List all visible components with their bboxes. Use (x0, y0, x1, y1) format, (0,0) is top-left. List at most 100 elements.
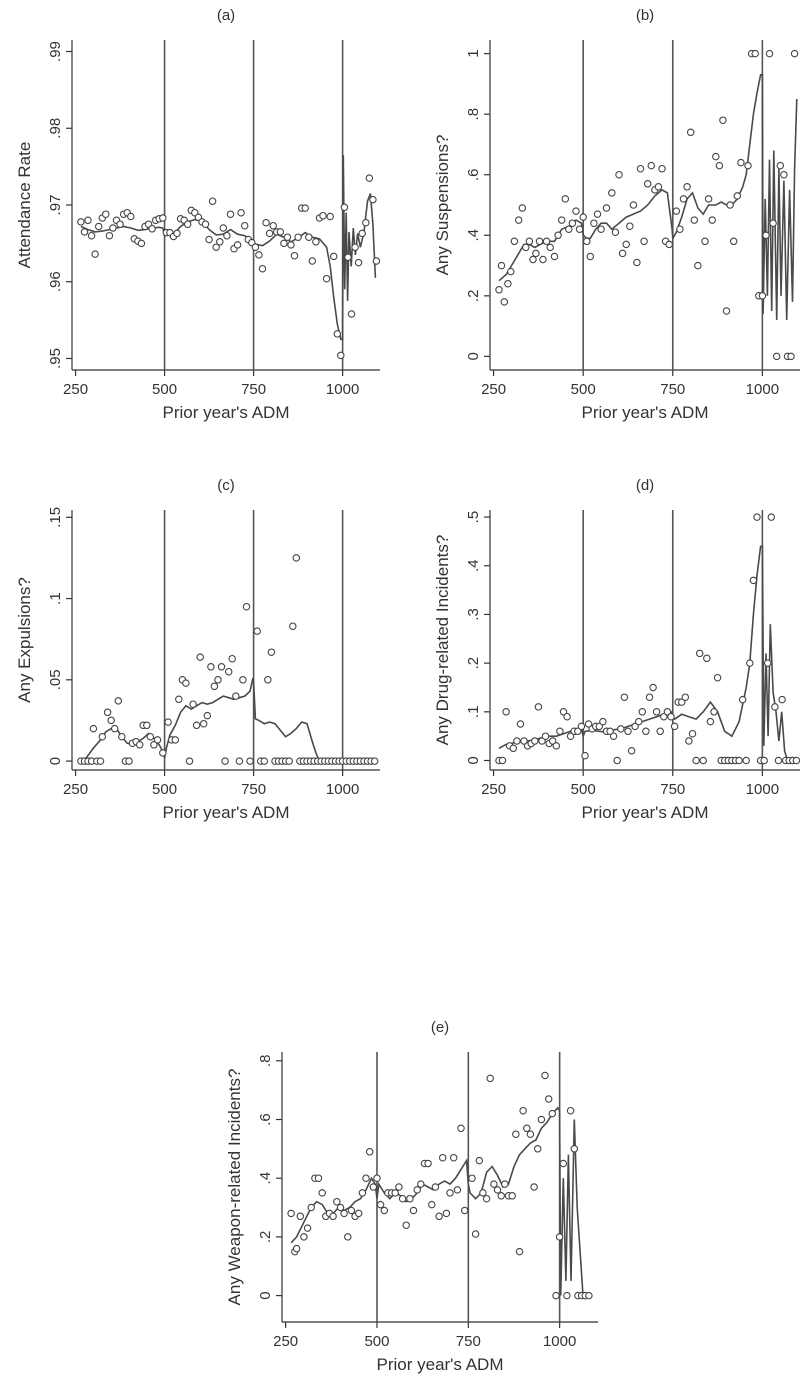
chart-panel-0: 250 500 750 1000 .95 .96 .97 .98 .99 (a) Prior yea… (15, 7, 381, 422)
data-point (226, 210, 235, 218)
data-point (196, 653, 204, 661)
data-point (767, 513, 776, 521)
data-point (688, 729, 697, 738)
data-point (354, 1209, 363, 1218)
data-point (738, 695, 747, 704)
data-point (460, 1206, 469, 1215)
data-point (409, 1206, 418, 1215)
data-point (581, 751, 589, 760)
data-point (125, 757, 133, 765)
data-point (617, 725, 625, 733)
data-point (778, 695, 786, 704)
data-point (638, 708, 647, 716)
x-tick-label: 750 (660, 381, 685, 398)
x-tick-label: 500 (571, 781, 596, 798)
x-tick-label: 750 (660, 781, 685, 798)
data-point (685, 737, 693, 745)
data-point (742, 756, 750, 765)
data-point (500, 298, 509, 306)
data-point (715, 161, 724, 170)
data-point (501, 1180, 509, 1188)
data-point (746, 659, 754, 667)
data-point (344, 253, 352, 261)
data-point (686, 128, 695, 137)
y-tick-label: .8 (257, 1055, 274, 1068)
fitted-line (498, 74, 798, 321)
data-point (599, 717, 607, 726)
data-point (103, 708, 112, 717)
data-point (525, 237, 534, 246)
data-point (207, 663, 215, 671)
fitted-line (80, 155, 377, 341)
data-point (597, 225, 605, 233)
chart-panel-1: 250 500 750 1000 0 .2 .4 .6 .8 1 (b) Prior year's A… (433, 7, 800, 422)
data-point (216, 238, 224, 246)
data-point (182, 679, 190, 687)
y-tick-label: 0 (47, 757, 64, 765)
data-point (531, 737, 539, 745)
data-point (354, 258, 363, 267)
data-point (615, 170, 623, 179)
data-point (457, 1124, 465, 1133)
data-point (333, 330, 342, 338)
y-tick-label: .2 (465, 657, 482, 670)
data-point (575, 225, 584, 233)
data-point (232, 692, 240, 700)
x-tick-label: 750 (456, 1333, 481, 1350)
data-point (290, 251, 299, 260)
data-point (692, 756, 700, 765)
chart-title: (d) (636, 477, 654, 494)
x-tick-label: 500 (152, 381, 177, 398)
x-tick-label: 500 (364, 1333, 389, 1350)
data-point (322, 274, 331, 283)
data-point (753, 513, 761, 521)
x-tick-label: 250 (481, 381, 506, 398)
y-tick-label: .1 (465, 706, 482, 719)
data-point (372, 257, 381, 265)
data-point (652, 708, 661, 716)
y-axis-label: Any Suspensions? (433, 135, 452, 276)
data-point (210, 682, 219, 691)
chart-title: (b) (636, 7, 654, 24)
data-point (497, 1192, 505, 1200)
data-point (253, 627, 261, 635)
data-point (150, 741, 158, 749)
data-point (344, 1233, 352, 1241)
data-point (114, 697, 123, 705)
data-point (276, 228, 285, 236)
data-point (760, 756, 768, 765)
data-point (670, 722, 679, 731)
data-point (296, 1212, 305, 1221)
data-point (537, 1115, 546, 1124)
data-point (442, 1209, 451, 1218)
data-point (267, 648, 276, 656)
data-point (530, 1183, 538, 1191)
data-point (369, 195, 377, 204)
data-point (94, 222, 103, 231)
data-point (319, 211, 327, 220)
data-point (201, 220, 210, 228)
data-point (264, 676, 272, 684)
fitted-line (80, 678, 375, 762)
data-point (774, 756, 783, 765)
data-point (199, 719, 208, 728)
data-point (84, 216, 92, 225)
y-tick-label: .2 (257, 1231, 274, 1244)
data-point (118, 732, 126, 741)
data-point (143, 721, 151, 730)
data-point (471, 1230, 480, 1238)
data-point (287, 241, 295, 249)
data-point (667, 712, 675, 721)
data-point (584, 720, 593, 728)
data-point (713, 673, 722, 682)
data-point (265, 229, 274, 238)
data-point (780, 170, 788, 179)
data-point (362, 218, 370, 227)
data-point (233, 241, 242, 249)
y-tick-label: .05 (47, 669, 64, 690)
data-point (329, 1212, 337, 1221)
x-tick-label: 500 (152, 781, 177, 798)
data-point (376, 1200, 385, 1209)
data-point (497, 261, 506, 270)
data-point (733, 192, 742, 200)
